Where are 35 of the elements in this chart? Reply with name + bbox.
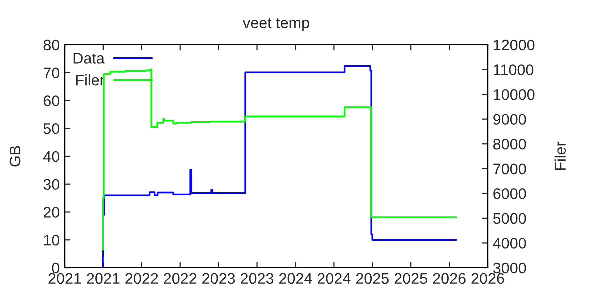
x-tick-label: 2024 [280,273,312,284]
x-tick-label: 2026 [433,273,466,284]
y2-tick-label: 3000 [493,262,526,274]
y2-axis-title: Filer [554,142,566,170]
x-tick-label: 2024 [318,273,351,284]
y-tick-label: 60 [44,96,60,106]
y2-tick-label: 12000 [494,40,535,51]
y-tick-label: 10 [44,234,60,246]
x-tick-label: 2021 [87,273,120,284]
y-tick-label: 50 [44,123,60,134]
y-tick-label: 0 [52,262,60,274]
chart-title: veet temp [243,18,310,32]
y2-tick-label: 4000 [493,238,526,249]
y-tick-label: 70 [44,68,60,79]
legend-label: Data [74,53,105,64]
y2-tick-label: 10000 [494,89,535,100]
y2-tick-label: 7000 [494,164,526,175]
y2-tick-label: 5000 [493,213,526,224]
y-axis-title: GB [10,146,21,167]
y-tick-label: 40 [44,151,60,162]
y2-tick-label: 6000 [494,188,526,200]
x-tick-label: 2023 [202,273,236,284]
y-tick-label: 30 [44,179,60,190]
y2-tick-label: 9000 [494,114,526,126]
x-tick-label: 2026 [472,273,504,284]
y2-tick-label: 8000 [494,138,526,150]
y-tick-label: 20 [44,207,60,218]
x-tick-label: 2021 [48,273,82,284]
x-tick-label: 2022 [164,273,197,284]
x-tick-label: 2023 [241,273,274,284]
x-tick-label: 2025 [394,273,428,284]
x-tick-label: 2022 [126,273,158,284]
y2-tick-label: 11000 [494,64,534,76]
x-tick-label: 2025 [356,273,389,284]
y-tick-label: 80 [44,40,60,51]
